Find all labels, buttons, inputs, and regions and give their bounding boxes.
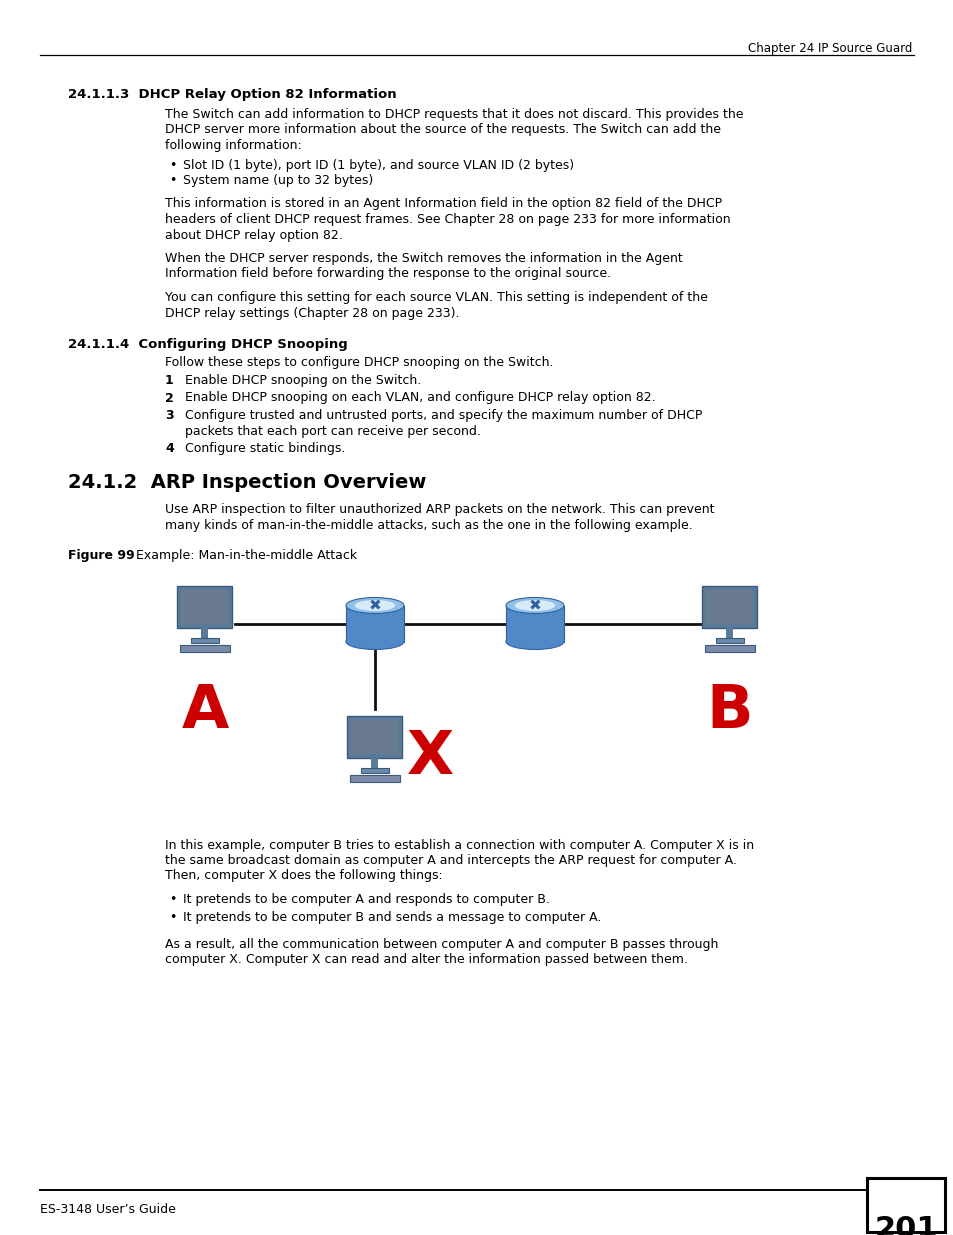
- Text: It pretends to be computer B and sends a message to computer A.: It pretends to be computer B and sends a…: [183, 911, 600, 925]
- Text: 24.1.1.3  DHCP Relay Option 82 Information: 24.1.1.3 DHCP Relay Option 82 Informatio…: [68, 88, 396, 101]
- Ellipse shape: [505, 598, 563, 614]
- Text: 4: 4: [165, 442, 173, 454]
- Bar: [350, 774, 399, 782]
- Text: In this example, computer B tries to establish a connection with computer A. Com: In this example, computer B tries to est…: [165, 839, 753, 851]
- Bar: [704, 645, 754, 652]
- Text: As a result, all the communication between computer A and computer B passes thro: As a result, all the communication betwe…: [165, 939, 718, 951]
- Text: Information field before forwarding the response to the original source.: Information field before forwarding the …: [165, 268, 611, 280]
- Bar: [180, 645, 230, 652]
- Text: Configure static bindings.: Configure static bindings.: [185, 442, 345, 454]
- Bar: [360, 767, 389, 773]
- Ellipse shape: [505, 634, 563, 650]
- Text: many kinds of man-in-the-middle attacks, such as the one in the following exampl: many kinds of man-in-the-middle attacks,…: [165, 519, 692, 532]
- Text: 3: 3: [165, 409, 173, 422]
- Text: This information is stored in an Agent Information field in the option 82 field : This information is stored in an Agent I…: [165, 198, 721, 210]
- Text: headers of client DHCP request frames. See Chapter 28 on page 233 for more infor: headers of client DHCP request frames. S…: [165, 212, 730, 226]
- Text: ES-3148 User’s Guide: ES-3148 User’s Guide: [40, 1203, 175, 1216]
- Text: Use ARP inspection to filter unauthorized ARP packets on the network. This can p: Use ARP inspection to filter unauthorize…: [165, 504, 714, 516]
- Text: B: B: [706, 682, 753, 741]
- Bar: [191, 637, 219, 642]
- Bar: [505, 605, 563, 641]
- Bar: [706, 589, 753, 624]
- Text: Then, computer X does the following things:: Then, computer X does the following thin…: [165, 869, 442, 883]
- Text: 201: 201: [873, 1215, 937, 1235]
- Text: Enable DHCP snooping on each VLAN, and configure DHCP relay option 82.: Enable DHCP snooping on each VLAN, and c…: [185, 391, 655, 405]
- Bar: [716, 637, 743, 642]
- Text: computer X. Computer X can read and alter the information passed between them.: computer X. Computer X can read and alte…: [165, 953, 687, 967]
- Ellipse shape: [515, 600, 555, 611]
- Text: •: •: [169, 893, 176, 906]
- Text: 1: 1: [165, 374, 173, 387]
- Text: about DHCP relay option 82.: about DHCP relay option 82.: [165, 228, 342, 242]
- Text: 2: 2: [165, 391, 173, 405]
- Text: You can configure this setting for each source VLAN. This setting is independent: You can configure this setting for each …: [165, 291, 707, 304]
- Text: System name (up to 32 bytes): System name (up to 32 bytes): [183, 174, 373, 186]
- Ellipse shape: [346, 598, 403, 614]
- Text: following information:: following information:: [165, 140, 301, 152]
- Text: X: X: [406, 727, 453, 787]
- Text: Slot ID (1 byte), port ID (1 byte), and source VLAN ID (2 bytes): Slot ID (1 byte), port ID (1 byte), and …: [183, 158, 574, 172]
- Text: the same broadcast domain as computer A and intercepts the ARP request for compu: the same broadcast domain as computer A …: [165, 853, 736, 867]
- Bar: [351, 720, 398, 753]
- Text: 24.1.1.4  Configuring DHCP Snooping: 24.1.1.4 Configuring DHCP Snooping: [68, 338, 348, 351]
- Text: packets that each port can receive per second.: packets that each port can receive per s…: [185, 425, 480, 437]
- Text: It pretends to be computer A and responds to computer B.: It pretends to be computer A and respond…: [183, 893, 549, 906]
- Bar: [181, 589, 229, 624]
- Text: A: A: [181, 682, 229, 741]
- Text: Follow these steps to configure DHCP snooping on the Switch.: Follow these steps to configure DHCP sno…: [165, 356, 553, 369]
- Text: DHCP relay settings (Chapter 28 on page 233).: DHCP relay settings (Chapter 28 on page …: [165, 306, 459, 320]
- Text: Enable DHCP snooping on the Switch.: Enable DHCP snooping on the Switch.: [185, 374, 421, 387]
- Text: Example: Man-in-the-middle Attack: Example: Man-in-the-middle Attack: [124, 548, 356, 562]
- Bar: [371, 757, 378, 767]
- Bar: [177, 585, 233, 627]
- Ellipse shape: [355, 600, 395, 611]
- Bar: [701, 585, 757, 627]
- Bar: [347, 715, 402, 757]
- Text: •: •: [169, 911, 176, 925]
- Text: The Switch can add information to DHCP requests that it does not discard. This p: The Switch can add information to DHCP r…: [165, 107, 742, 121]
- Bar: [346, 605, 403, 641]
- Text: Configure trusted and untrusted ports, and specify the maximum number of DHCP: Configure trusted and untrusted ports, a…: [185, 409, 701, 422]
- FancyBboxPatch shape: [866, 1178, 944, 1233]
- Text: ✖: ✖: [528, 598, 540, 613]
- Bar: [726, 627, 733, 637]
- Text: DHCP server more information about the source of the requests. The Switch can ad: DHCP server more information about the s…: [165, 124, 720, 137]
- Text: Figure 99: Figure 99: [68, 548, 134, 562]
- Text: •: •: [169, 158, 176, 172]
- Text: 24.1.2  ARP Inspection Overview: 24.1.2 ARP Inspection Overview: [68, 473, 426, 493]
- Text: ✖: ✖: [368, 598, 381, 613]
- Text: Chapter 24 IP Source Guard: Chapter 24 IP Source Guard: [747, 42, 911, 56]
- Text: •: •: [169, 174, 176, 186]
- Ellipse shape: [346, 634, 403, 650]
- Bar: [201, 627, 209, 637]
- Text: When the DHCP server responds, the Switch removes the information in the Agent: When the DHCP server responds, the Switc…: [165, 252, 682, 266]
